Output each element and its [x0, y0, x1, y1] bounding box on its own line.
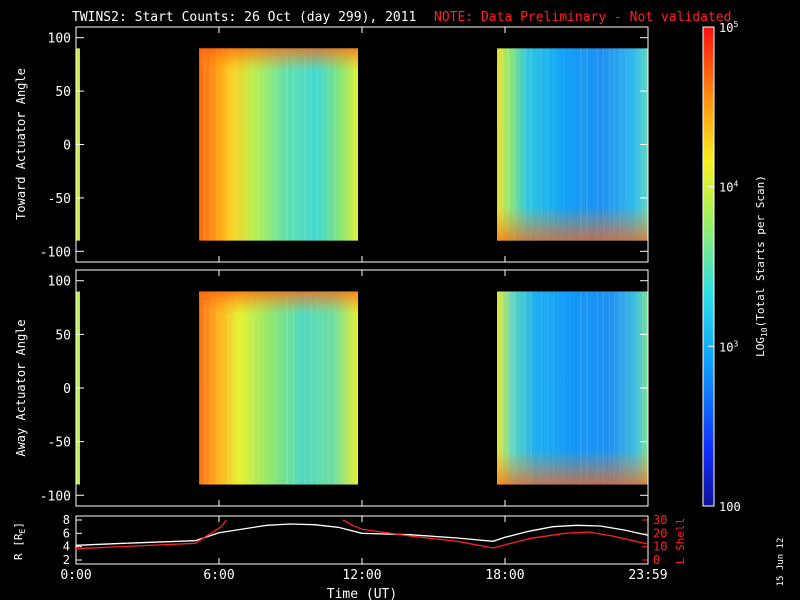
time-xtick-label: 0:00	[60, 568, 91, 583]
preliminary-note: NOTE: Data Preliminary - Not validated	[434, 10, 731, 25]
colorbar-label: LOG10(Total Starts per Scan)	[754, 175, 769, 357]
time-xtick-label: 23:59	[628, 568, 667, 583]
colorbar-tick-label: 104	[719, 180, 738, 195]
toward-ytick-label: 50	[55, 85, 71, 100]
lshell-ytick-label: 0	[653, 553, 660, 567]
radius-line	[75, 523, 649, 546]
radius-ytick-label: 2	[63, 553, 70, 567]
away-ytick-label: 0	[63, 382, 71, 397]
radius-ylabel: R [RE]	[12, 522, 27, 560]
away-ytick-label: 50	[55, 328, 71, 343]
colorbar-tick-label: 103	[719, 339, 738, 354]
colorbar-tick-label: 105	[719, 20, 738, 35]
away-ytick-label: -100	[40, 489, 71, 504]
away-ytick-label: -50	[48, 436, 71, 451]
time-xtick-label: 18:00	[485, 568, 524, 583]
date-stamp: 15 Jun 12	[776, 538, 786, 587]
away-heatmap-panel: 100 50 0 -50 -100 Away Actuator Angle	[14, 269, 649, 507]
colorbar-gradient	[702, 26, 715, 507]
radius-ytick-label: 6	[63, 526, 70, 540]
toward-heatmap-panel: 100 50 0 -50 -100 Toward Actuator Angle	[14, 26, 649, 263]
away-ylabel: Away Actuator Angle	[14, 319, 28, 456]
orbit-panel-frame	[75, 515, 649, 565]
time-xtick-label: 6:00	[203, 568, 234, 583]
colorbar-tick-label: 100	[719, 500, 741, 514]
toward-edge-shade	[497, 48, 648, 241]
radius-ytick-label: 4	[63, 540, 70, 554]
toward-ytick-label: 100	[48, 32, 71, 47]
away-ytick-label: 100	[48, 275, 71, 290]
away-edge-shade	[497, 291, 648, 485]
time-xlabel: Time (UT)	[327, 587, 397, 600]
toward-ytick-label: -100	[40, 245, 71, 260]
lshell-ytick-label: 20	[653, 526, 667, 540]
time-xtick-label: 12:00	[342, 568, 381, 583]
lshell-line-1	[75, 519, 227, 550]
away-edge-shade	[199, 291, 359, 485]
toward-ylabel: Toward Actuator Angle	[14, 68, 28, 220]
colorbar: 105 104 103 100 LOG10(Total Starts per Scan…	[702, 20, 769, 514]
lshell-ytick-label: 10	[653, 540, 667, 554]
toward-ytick-label: 0	[63, 139, 71, 154]
lshell-ylabel: L Shell	[674, 518, 687, 564]
toward-edge-shade	[199, 48, 359, 241]
lshell-ytick-label: 30	[653, 513, 667, 527]
chart-title: TWINS2: Start Counts: 26 Oct (day 299), …	[72, 10, 416, 25]
toward-ytick-label: -50	[48, 192, 71, 207]
lshell-line-2	[342, 519, 649, 549]
radius-ytick-label: 8	[63, 513, 70, 527]
